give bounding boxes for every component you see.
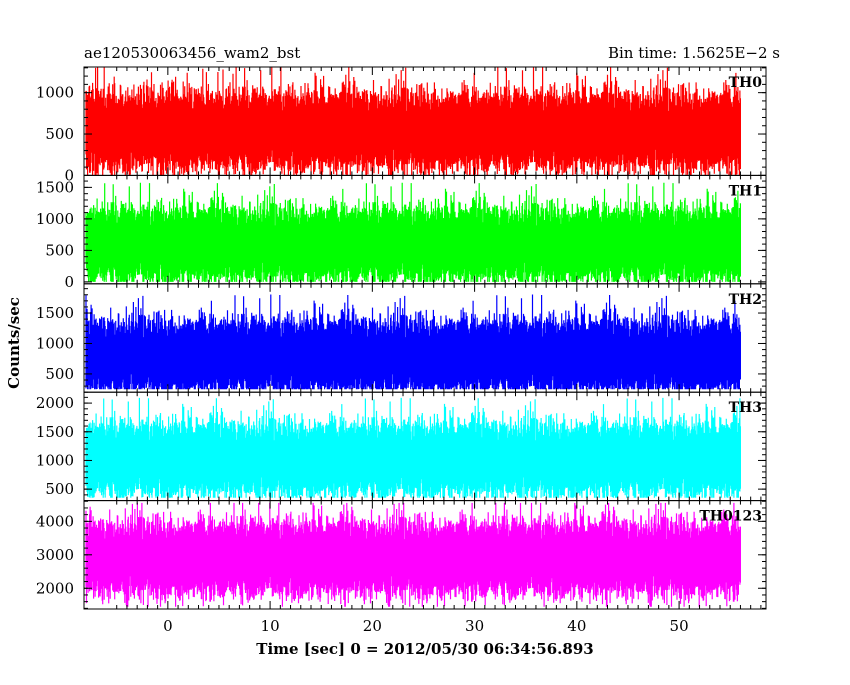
light-curve-th1 [85,182,741,282]
x-tick-label: 50 [670,617,689,635]
panel-label-th0123: TH0123 [699,509,762,525]
y-tick-label: 1000 [36,84,74,102]
bin-time-label: Bin time: 1.5625E−2 s [608,44,780,62]
panel-label-th0: TH0 [729,75,763,91]
panel-th0: TH0 0 500 1000 [36,66,767,184]
y-tick-label: 500 [45,480,74,498]
panels-group: TH005001000TH1050010001500TH250010001500… [36,66,767,635]
y-tick-label: 500 [45,365,74,383]
panel-label-th3: TH3 [729,400,762,416]
light-curve-th2 [85,294,741,390]
y-tick-label: 1000 [36,210,74,228]
panel-th2: TH2 500 1000 1500 [36,283,767,393]
x-tick-label: 0 [163,617,173,635]
y-tick-label: 500 [45,241,74,259]
panel-th3: TH3 500 1000 1500 2000 [36,391,767,502]
y-tick-label: 0 [64,166,74,184]
light-curve-th3 [85,397,741,498]
y-tick-label: 2000 [36,579,74,597]
x-tick-label: 30 [465,617,484,635]
panel-th0123: TH0123 2000 3000 4000 0 10 20 30 40 50 [36,500,767,635]
x-tick-label: 10 [261,617,280,635]
panel-label-th2: TH2 [729,292,762,308]
y-tick-label: 500 [45,125,74,143]
y-tick-label: 1000 [36,334,74,352]
x-axis-title: Time [sec] 0 = 2012/05/30 06:34:56.893 [256,640,593,658]
y-tick-label: 4000 [36,512,74,530]
y-axis-title: Counts/sec [5,297,23,389]
y-tick-label: 1000 [36,451,74,469]
light-curve-th0 [85,67,741,176]
y-tick-label: 1500 [36,178,74,196]
panel-th1: TH1 0 500 1000 1500 [36,174,767,291]
y-tick-label: 0 [64,273,74,291]
y-tick-label: 3000 [36,546,74,564]
y-tick-label: 2000 [36,394,74,412]
light-curve-th0123 [85,502,741,607]
x-tick-label: 20 [363,617,382,635]
y-tick-label: 1500 [36,304,74,322]
y-tick-label: 1500 [36,423,74,441]
x-tick-label: 40 [567,617,586,635]
chart-title: ae120530063456_wam2_bst [84,44,300,62]
panel-label-th1: TH1 [729,183,762,199]
